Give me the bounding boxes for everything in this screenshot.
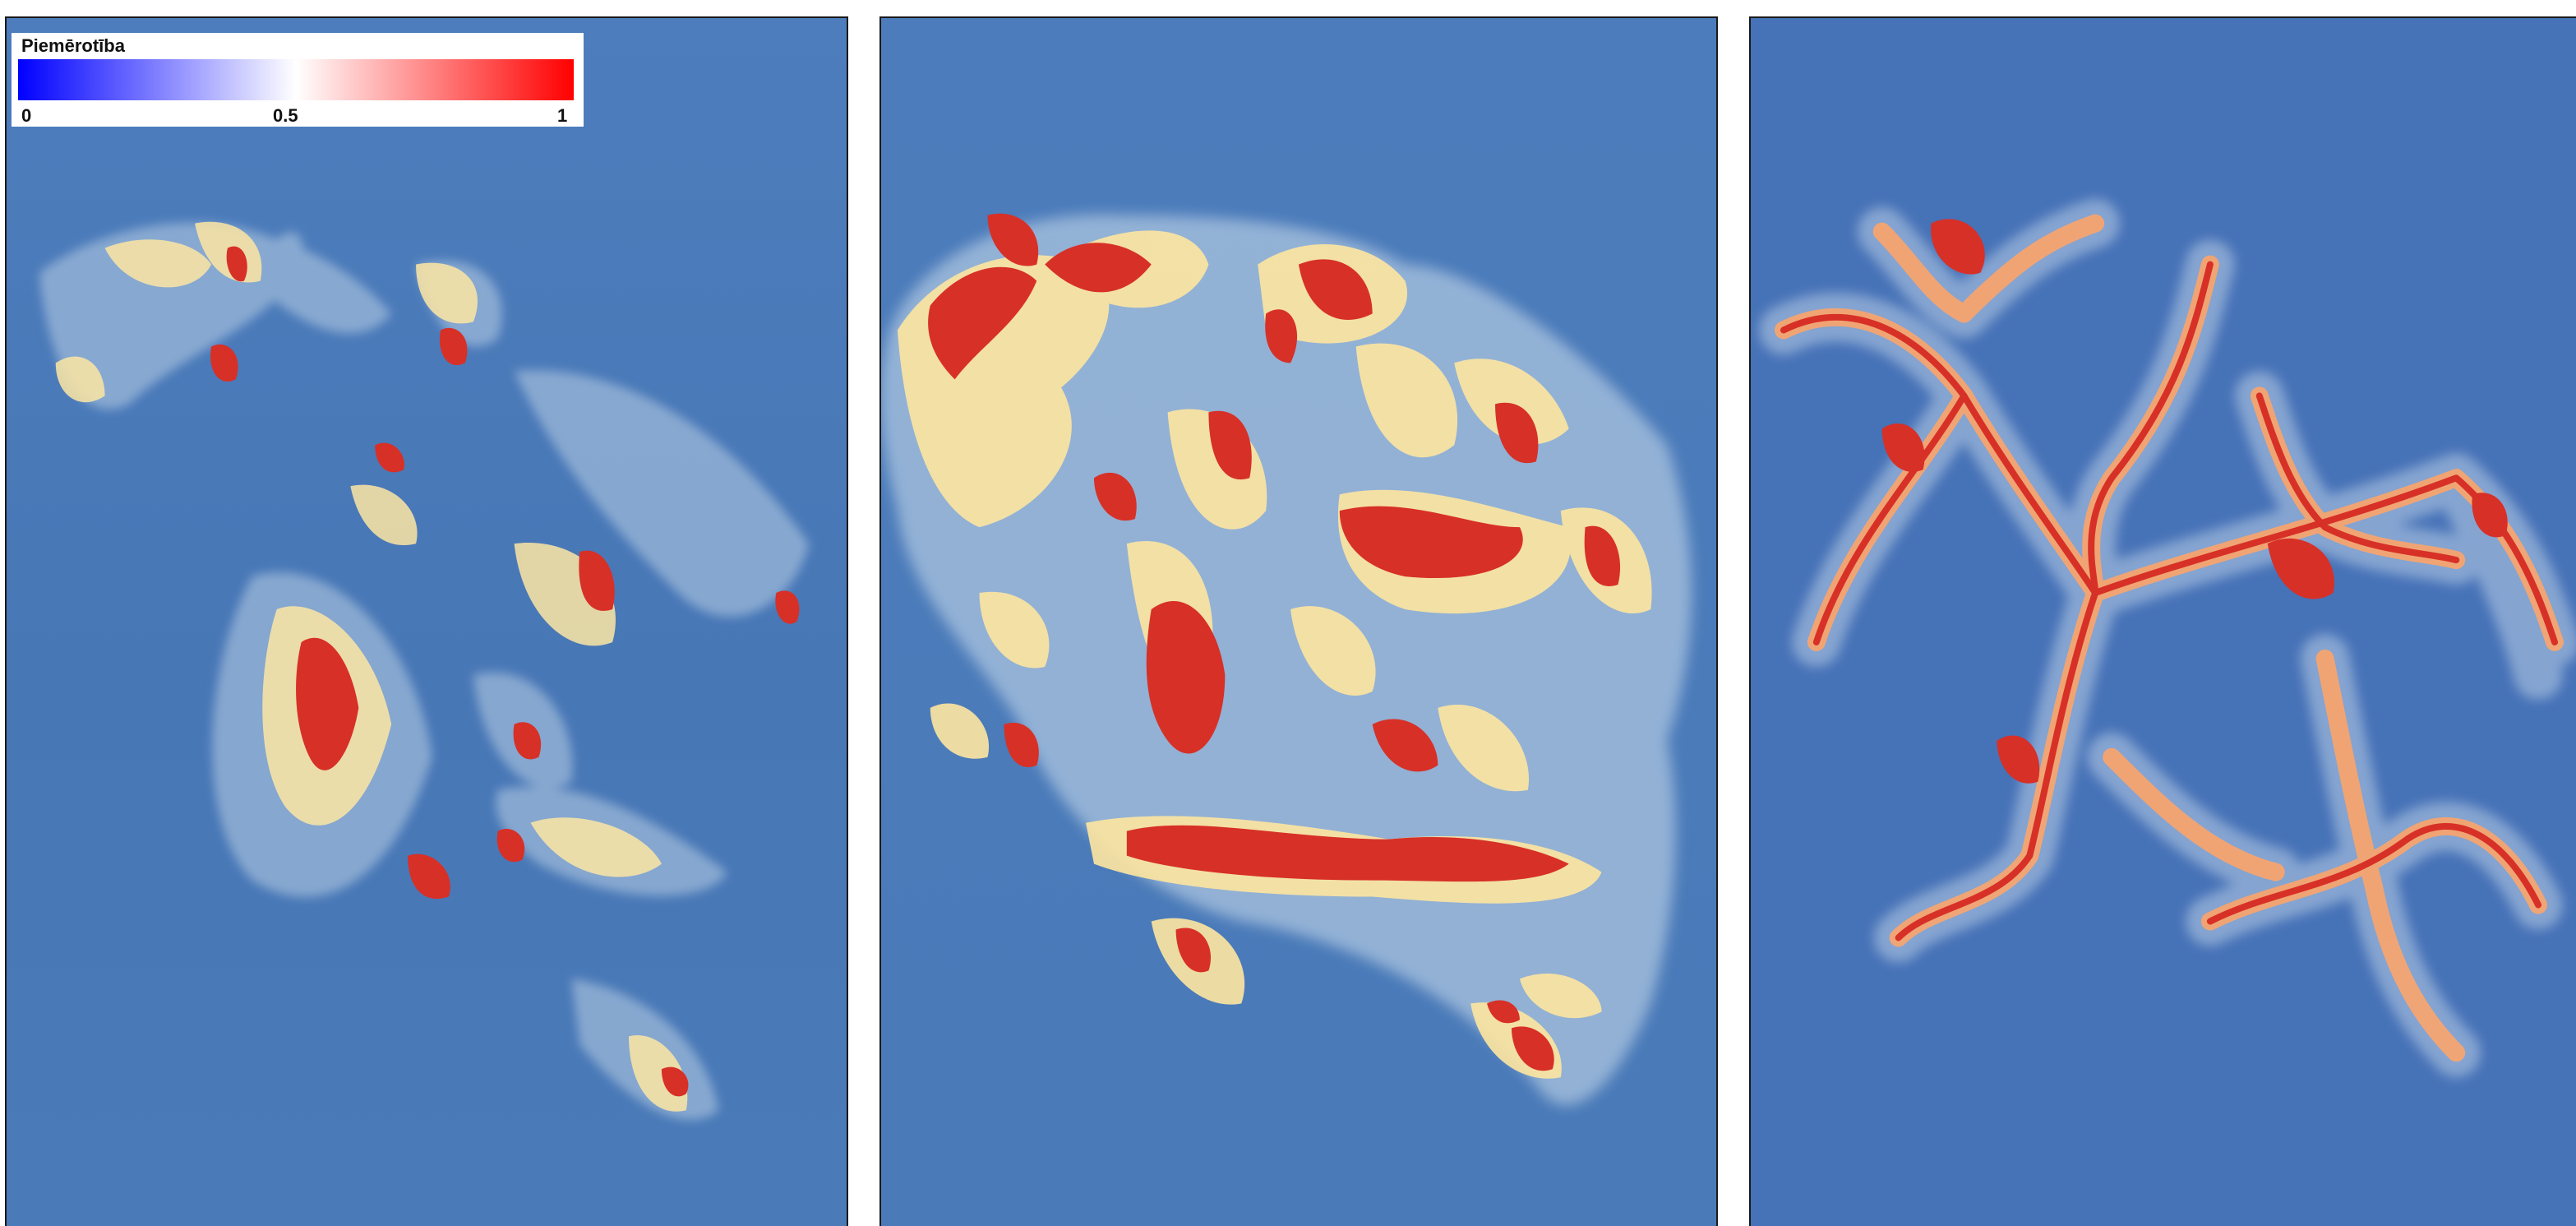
suitability-map-1 <box>39 221 810 1121</box>
map-1-pale <box>55 221 688 1112</box>
legend-tick-mid: 0.5 <box>273 105 298 126</box>
suitability-map-panel-2 <box>879 16 1718 1226</box>
suitability-map-panel-3 <box>1749 16 2576 1226</box>
legend-color-ramp <box>18 59 574 100</box>
map-1-halo <box>39 222 810 1121</box>
legend-tick-min: 0 <box>21 105 32 126</box>
map-3-hot-blobs <box>1881 219 2508 784</box>
suitability-map-2 <box>881 213 1692 1106</box>
map-2-hot <box>928 213 1621 1071</box>
suitability-map-3 <box>1758 198 2576 1078</box>
legend: Piemērotība 0 0.5 1 <box>12 33 584 127</box>
suitability-map-panel-1 <box>5 16 848 1226</box>
legend-title: Piemērotība <box>21 35 125 56</box>
legend-tick-max: 1 <box>557 105 568 126</box>
map-1-hot <box>210 246 800 1097</box>
